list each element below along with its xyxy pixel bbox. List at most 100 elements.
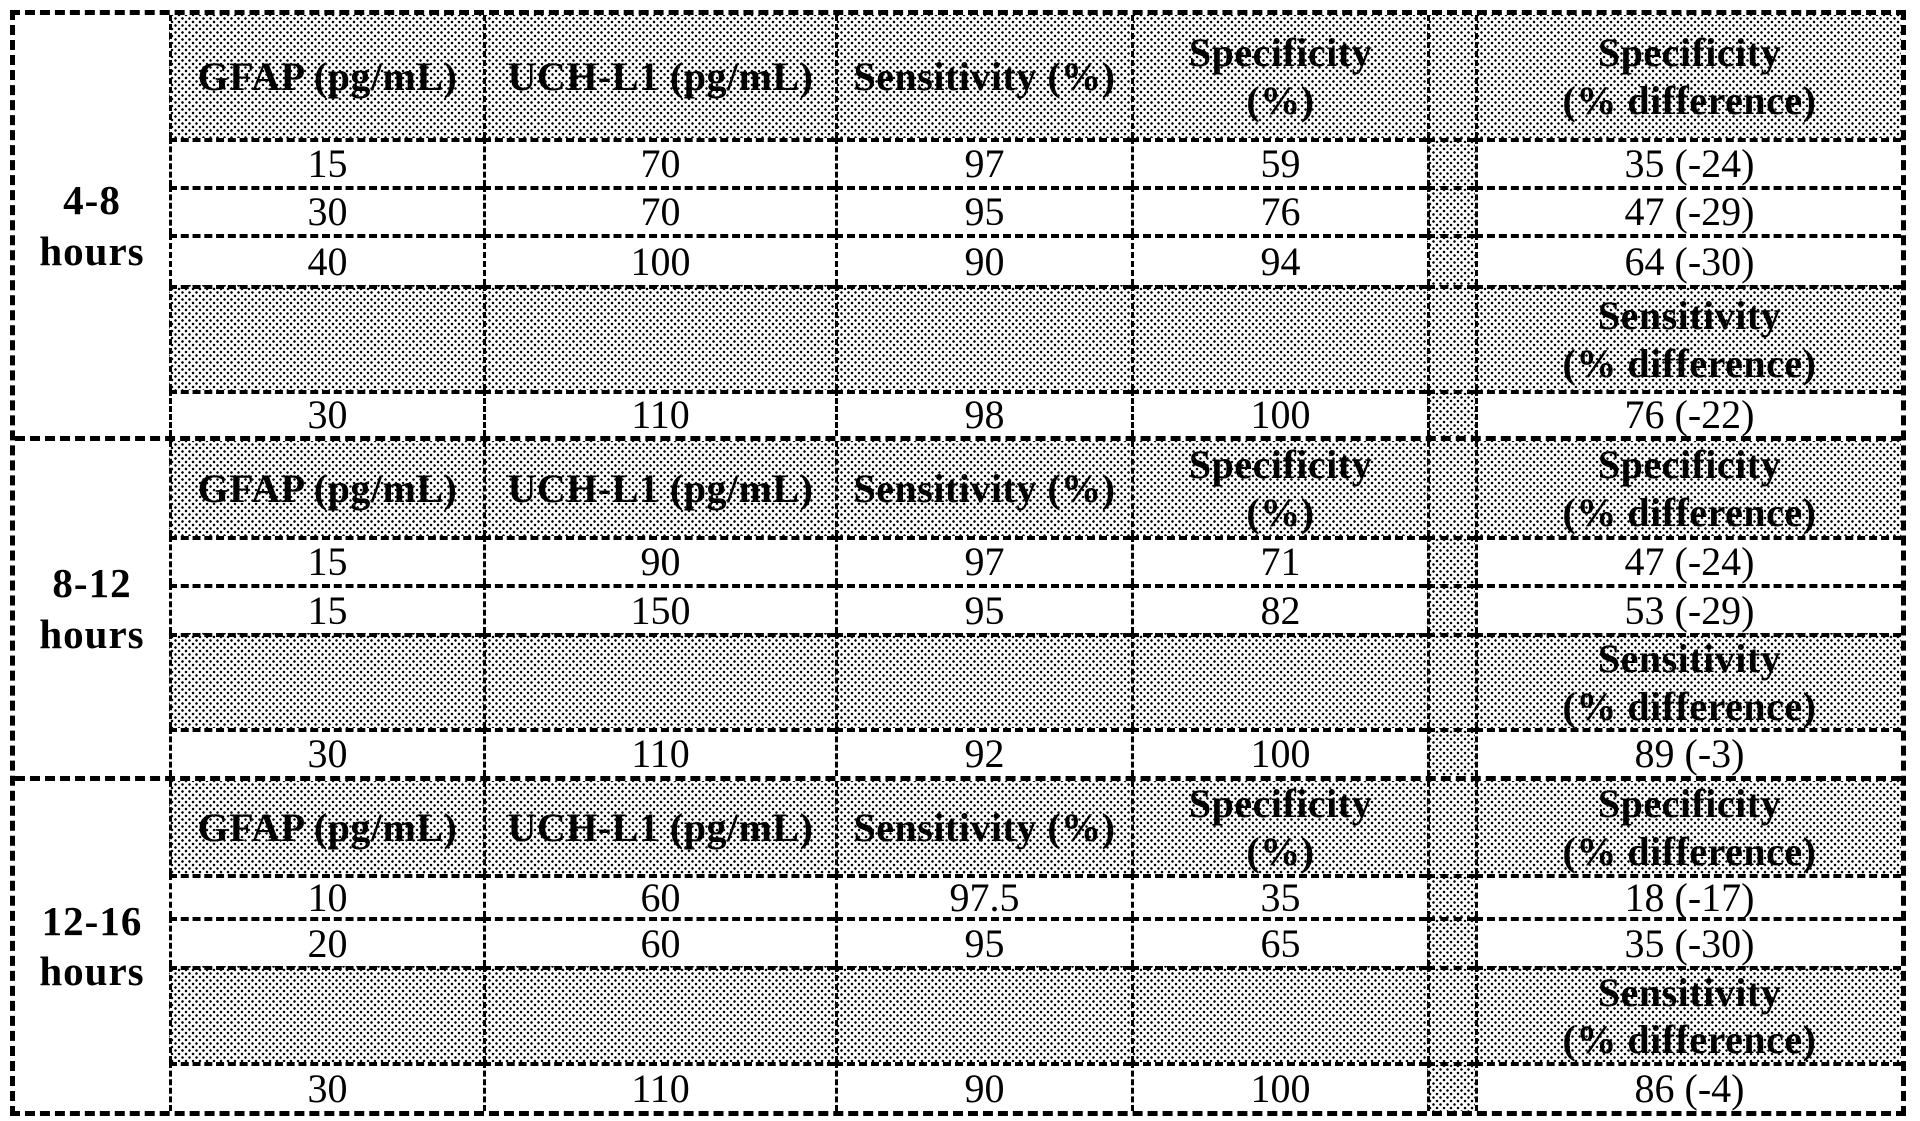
time-window-label: 8-12 hours bbox=[15, 441, 169, 776]
gfap-value: 30 bbox=[169, 728, 483, 776]
spacer-cell bbox=[1427, 15, 1475, 138]
header-gfap: GFAP (pg/mL) bbox=[169, 15, 483, 138]
specificity-value: 59 bbox=[1131, 138, 1427, 186]
time-window-line1: 12-16 bbox=[41, 897, 143, 944]
sensitivity-value: 90 bbox=[835, 1062, 1131, 1111]
header-sensitivity: Sensitivity (%) bbox=[835, 781, 1131, 874]
sensitivity-value: 98 bbox=[835, 390, 1131, 436]
uchl1-value: 60 bbox=[483, 917, 835, 966]
header-specificity: Specificity (%) bbox=[1131, 441, 1427, 536]
shaded-empty-cell bbox=[1131, 966, 1427, 1062]
spacer-cell bbox=[1427, 138, 1475, 186]
specificity-value: 100 bbox=[1131, 390, 1427, 436]
gfap-value: 30 bbox=[169, 186, 483, 234]
shaded-empty-cell bbox=[169, 966, 483, 1062]
header-gfap: GFAP (pg/mL) bbox=[169, 441, 483, 536]
spacer-cell bbox=[1427, 917, 1475, 966]
gfap-value: 15 bbox=[169, 138, 483, 186]
header-specificity: Specificity (%) bbox=[1131, 15, 1427, 138]
shaded-empty-cell bbox=[169, 633, 483, 728]
shaded-empty-cell bbox=[483, 285, 835, 390]
sensitivity-value: 97 bbox=[835, 536, 1131, 584]
spacer-cell bbox=[1427, 584, 1475, 633]
header-specificity-difference: Specificity (% difference) bbox=[1475, 441, 1901, 536]
cutoff-performance-table: 4-8 hours GFAP (pg/mL) UCH-L1 (pg/mL) Se… bbox=[10, 10, 1906, 1116]
specificity-value: 65 bbox=[1131, 917, 1427, 966]
shaded-empty-cell bbox=[835, 633, 1131, 728]
spacer-cell bbox=[1427, 781, 1475, 874]
specificity-difference-value: 35 (-24) bbox=[1475, 138, 1901, 186]
header-uchl1: UCH-L1 (pg/mL) bbox=[483, 441, 835, 536]
shaded-empty-cell bbox=[1131, 285, 1427, 390]
time-window-label: 12-16 hours bbox=[15, 781, 169, 1111]
uchl1-value: 70 bbox=[483, 186, 835, 234]
header-specificity: Specificity (%) bbox=[1131, 781, 1427, 874]
gfap-value: 15 bbox=[169, 536, 483, 584]
header-gfap: GFAP (pg/mL) bbox=[169, 781, 483, 874]
time-window-line2: hours bbox=[39, 948, 145, 994]
specificity-difference-value: 35 (-30) bbox=[1475, 917, 1901, 966]
time-window-line1: 4-8 bbox=[63, 177, 121, 224]
gfap-value: 10 bbox=[169, 874, 483, 917]
header-uchl1: UCH-L1 (pg/mL) bbox=[483, 15, 835, 138]
gfap-value: 20 bbox=[169, 917, 483, 966]
sensitivity-value: 90 bbox=[835, 234, 1131, 285]
spacer-cell bbox=[1427, 633, 1475, 728]
shaded-empty-cell bbox=[835, 966, 1131, 1062]
header-sensitivity: Sensitivity (%) bbox=[835, 441, 1131, 536]
time-window-line1: 8-12 bbox=[52, 560, 132, 607]
sensitivity-value: 95 bbox=[835, 186, 1131, 234]
specificity-difference-value: 53 (-29) bbox=[1475, 584, 1901, 633]
specificity-value: 100 bbox=[1131, 1062, 1427, 1111]
spacer-cell bbox=[1427, 234, 1475, 285]
uchl1-value: 90 bbox=[483, 536, 835, 584]
uchl1-value: 100 bbox=[483, 234, 835, 285]
header-sensitivity-difference: Sensitivity (% difference) bbox=[1475, 285, 1901, 390]
specificity-difference-value: 47 (-29) bbox=[1475, 186, 1901, 234]
section-12-16-hours: 12-16 hours GFAP (pg/mL) UCH-L1 (pg/mL) … bbox=[15, 776, 1901, 1111]
time-window-line2: hours bbox=[39, 610, 145, 657]
specificity-value: 100 bbox=[1131, 728, 1427, 776]
spacer-cell bbox=[1427, 390, 1475, 436]
specificity-value: 94 bbox=[1131, 234, 1427, 285]
shaded-empty-cell bbox=[1131, 633, 1427, 728]
shaded-empty-cell bbox=[483, 966, 835, 1062]
spacer-cell bbox=[1427, 728, 1475, 776]
sensitivity-difference-value: 76 (-22) bbox=[1475, 390, 1901, 436]
spacer-cell bbox=[1427, 441, 1475, 536]
uchl1-value: 70 bbox=[483, 138, 835, 186]
gfap-value: 40 bbox=[169, 234, 483, 285]
shaded-empty-cell bbox=[835, 285, 1131, 390]
uchl1-value: 110 bbox=[483, 1062, 835, 1111]
spacer-cell bbox=[1427, 536, 1475, 584]
sensitivity-difference-value: 86 (-4) bbox=[1475, 1062, 1901, 1111]
sensitivity-value: 92 bbox=[835, 728, 1131, 776]
header-sensitivity: Sensitivity (%) bbox=[835, 15, 1131, 138]
header-specificity-difference: Specificity (% difference) bbox=[1475, 15, 1901, 138]
uchl1-value: 110 bbox=[483, 390, 835, 436]
specificity-difference-value: 64 (-30) bbox=[1475, 234, 1901, 285]
sensitivity-value: 95 bbox=[835, 917, 1131, 966]
gfap-value: 30 bbox=[169, 390, 483, 436]
specificity-value: 76 bbox=[1131, 186, 1427, 234]
spacer-cell bbox=[1427, 1062, 1475, 1111]
sensitivity-value: 97.5 bbox=[835, 874, 1131, 917]
gfap-value: 15 bbox=[169, 584, 483, 633]
spacer-cell bbox=[1427, 285, 1475, 390]
spacer-cell bbox=[1427, 874, 1475, 917]
header-sensitivity-difference: Sensitivity (% difference) bbox=[1475, 633, 1901, 728]
sensitivity-value: 95 bbox=[835, 584, 1131, 633]
sensitivity-difference-value: 89 (-3) bbox=[1475, 728, 1901, 776]
header-specificity-difference: Specificity (% difference) bbox=[1475, 781, 1901, 874]
specificity-difference-value: 18 (-17) bbox=[1475, 874, 1901, 917]
uchl1-value: 150 bbox=[483, 584, 835, 633]
specificity-value: 71 bbox=[1131, 536, 1427, 584]
time-window-line2: hours bbox=[39, 227, 145, 274]
section-4-8-hours: 4-8 hours GFAP (pg/mL) UCH-L1 (pg/mL) Se… bbox=[15, 15, 1901, 436]
uchl1-value: 110 bbox=[483, 728, 835, 776]
gfap-value: 30 bbox=[169, 1062, 483, 1111]
uchl1-value: 60 bbox=[483, 874, 835, 917]
time-window-label: 4-8 hours bbox=[15, 15, 169, 436]
shaded-empty-cell bbox=[483, 633, 835, 728]
